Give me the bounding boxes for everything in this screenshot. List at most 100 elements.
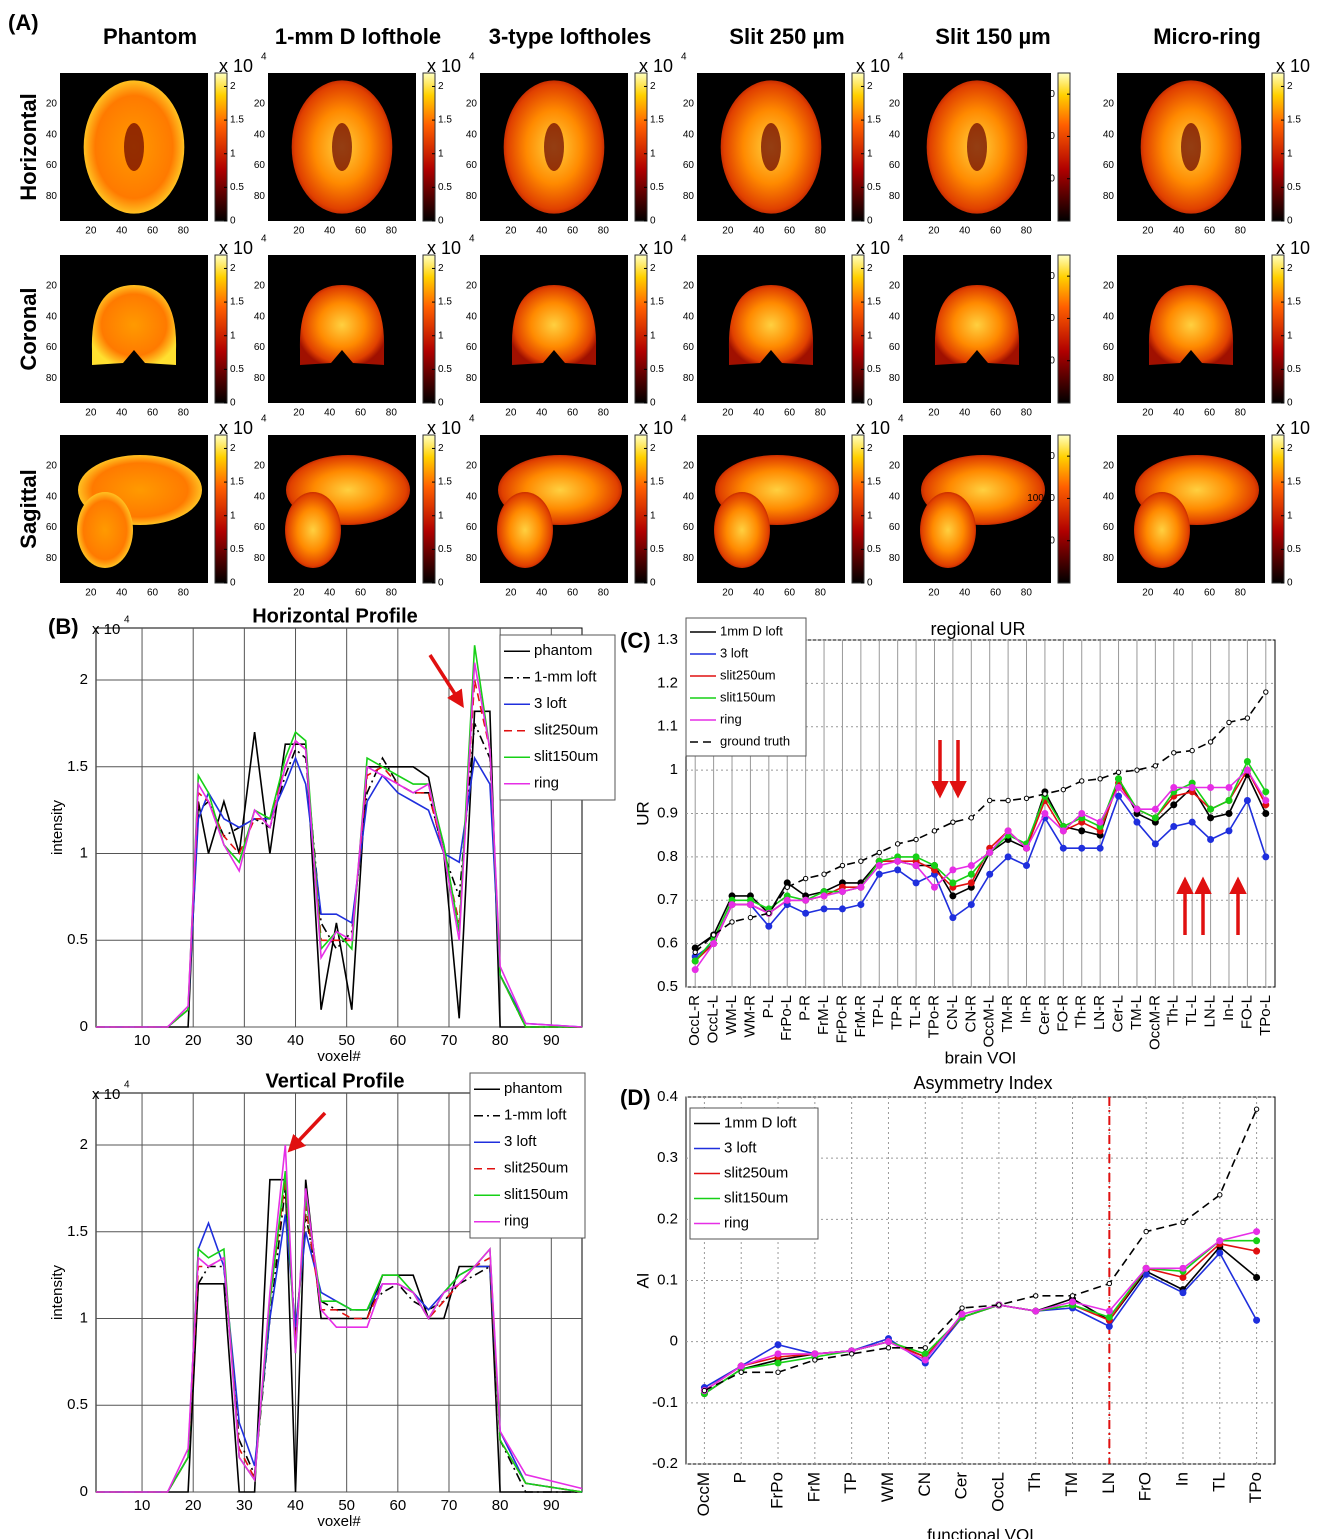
x-tick-label: Th-L [1165,995,1182,1026]
y-tick-label: 40 [683,129,695,140]
y-tick-label: 40 [889,491,901,502]
y-tick-label: 80 [254,553,266,564]
y-tick-label: 40 [466,129,478,140]
y-tick-label: 80 [889,553,901,564]
y-tick-label: 80 [254,191,266,202]
point [802,875,809,882]
point [1170,823,1178,831]
y-tick-label: 0.3 [657,1149,678,1166]
colorbar-tick-label: 1.5 [1287,115,1301,126]
ventricle [967,123,987,171]
x-tick-label: 30 [236,1032,253,1049]
x-tick-label: TP-L [870,995,887,1028]
point [921,1350,929,1358]
colorbar-tick-label: 0 [438,216,444,227]
colorbar [1057,434,1071,584]
y-tick-label: 20 [46,280,58,291]
x-tick-label: 40 [116,588,128,599]
y-tick-label: 60 [683,522,695,533]
point [746,901,754,909]
legend-label: 1mm D loft [720,623,783,638]
x-tick-label: Cer-R [1036,995,1053,1035]
point [1069,1293,1076,1299]
colorbar-tick-label: 0 [650,216,656,227]
y-tick-label: 40 [46,491,58,502]
x-tick-label: OccL-L [705,995,722,1043]
x-tick-label: 60 [147,588,159,599]
colorbar-tick-label: 15000 [1027,451,1055,462]
series-line [96,679,582,1028]
colorbar-tick-label: 2 [867,443,873,454]
x-tick-label: 40 [753,408,765,419]
row-header: Sagittal [16,469,41,548]
colorbar-multiplier: x 10 [219,418,253,438]
colorbar-tick-label: 2 [867,81,873,92]
point [1096,818,1104,826]
point [912,879,920,887]
x-tick-label: WM-L [723,995,740,1035]
x-tick-label: In-L [1220,995,1237,1021]
y-tick-label: 40 [46,311,58,322]
point [1170,783,1178,791]
point [701,1387,708,1394]
x-tick-label: 20 [185,1497,202,1514]
point [728,901,736,909]
point [930,862,938,870]
colorbar-exponent: 4 [261,52,267,63]
y-tick-label: 80 [889,191,901,202]
y-tick-label: 20 [254,280,266,291]
colorbar [851,72,865,222]
x-tick-label: TM-L [1128,995,1145,1030]
x-tick-label: FrPo-L [778,995,795,1041]
legend [469,1072,586,1239]
x-tick-label: WM [878,1472,897,1502]
colorbar-tick-label: 0 [230,398,236,409]
y-tick-label: 0 [670,1333,678,1350]
x-tick-label: 20 [293,588,305,599]
point [839,862,846,869]
x-tick-label: 90 [543,1032,560,1049]
x-tick-label: 80 [178,588,190,599]
x-tick-label: P [731,1472,750,1483]
x-tick-label: 80 [178,226,190,237]
point [765,922,773,930]
x-tick-label: TL [1209,1472,1228,1492]
point [967,901,975,909]
colorbar-exponent: 4 [469,414,475,425]
point [1096,844,1104,852]
point [1207,805,1215,813]
point [820,905,828,913]
x-tick-label: 20 [293,408,305,419]
x-tick-label: CN-L [944,995,961,1030]
point [1151,805,1159,813]
point [1105,1322,1113,1330]
y-tick-label: 0 [80,1483,88,1500]
x-axis-label: functional VOI [927,1525,1034,1539]
x-tick-label: 60 [1204,226,1216,237]
colorbar-exponent: 4 [469,52,475,63]
y-tick-label: 80 [46,191,58,202]
point [1217,1192,1223,1198]
y-tick-label: 40 [466,491,478,502]
point [949,892,957,900]
point [1253,1106,1260,1112]
y-tick-label: 20 [466,460,478,471]
x-tick-label: 80 [598,588,610,599]
series-line [96,1188,582,1493]
x-tick-label: In-R [1017,995,1034,1024]
colorbar-multiplier: x 10 [639,418,673,438]
legend-label: slit150um [504,1186,568,1203]
y-tick-label: 20 [889,98,901,109]
x-tick-label: 80 [815,408,827,419]
x-tick-label: 60 [389,1497,406,1514]
colorbar-exponent: 4 [681,414,687,425]
panel-label: (A) [8,10,39,35]
x-tick-label: TM-R [999,995,1016,1033]
y-tick-label: 60 [466,160,478,171]
y-tick-label: 60 [889,522,901,533]
y-tick-label: 80 [683,553,695,564]
y-tick-label: -0.1 [652,1394,678,1411]
colorbar-tick-label: 2 [650,443,656,454]
